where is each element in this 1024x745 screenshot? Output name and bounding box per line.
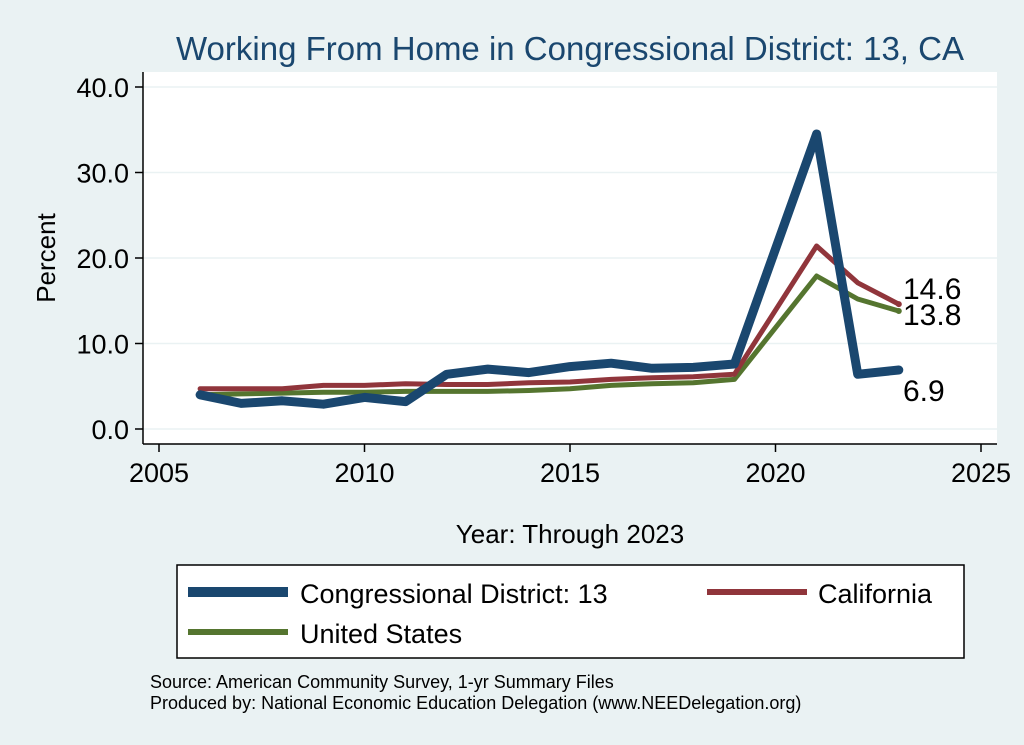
series-line-california bbox=[197, 243, 902, 392]
y-tick-label: 0.0 bbox=[91, 415, 129, 445]
y-tick-label: 20.0 bbox=[76, 244, 129, 274]
x-tick-label: 2020 bbox=[745, 458, 805, 488]
legend-box bbox=[176, 564, 965, 659]
x-tick-label: 2010 bbox=[334, 458, 394, 488]
end-label-us: 13.8 bbox=[903, 299, 961, 332]
ticks: 0.0 10.0 20.0 30.0 40.0 2005 2010 2015 2020 2025 bbox=[76, 73, 1011, 488]
series-line-district bbox=[195, 129, 904, 409]
x-tick-label: 2015 bbox=[540, 458, 600, 488]
end-label-district: 6.9 bbox=[903, 375, 945, 408]
x-tick-label: 2025 bbox=[951, 458, 1011, 488]
series-end-marker-us bbox=[895, 308, 902, 315]
end-labels: 6.9 14.613.8 bbox=[903, 273, 961, 408]
legend: Congressional District: 13 California Un… bbox=[176, 564, 965, 659]
series-end-marker-district bbox=[895, 367, 902, 374]
chart-title: Working From Home in Congressional Distr… bbox=[176, 30, 964, 67]
legend-label-district: Congressional District: 13 bbox=[300, 579, 608, 609]
end-label-california: 14.6 bbox=[903, 273, 961, 306]
series-end-marker-california bbox=[895, 301, 902, 308]
y-tick-label: 40.0 bbox=[76, 73, 129, 103]
source-note: Source: American Community Survey, 1-yr … bbox=[150, 672, 614, 692]
legend-label-california: California bbox=[818, 579, 933, 609]
x-tick-label: 2005 bbox=[129, 458, 189, 488]
produced-by-note: Produced by: National Economic Education… bbox=[150, 693, 801, 713]
legend-label-us: United States bbox=[300, 619, 462, 649]
series-lines bbox=[195, 129, 904, 409]
grid bbox=[143, 86, 997, 430]
series-line-us bbox=[197, 273, 902, 398]
y-tick-label: 30.0 bbox=[76, 159, 129, 189]
x-axis-label: Year: Through 2023 bbox=[456, 519, 684, 549]
y-tick-label: 10.0 bbox=[76, 330, 129, 360]
y-axis-label: Percent bbox=[31, 212, 61, 302]
